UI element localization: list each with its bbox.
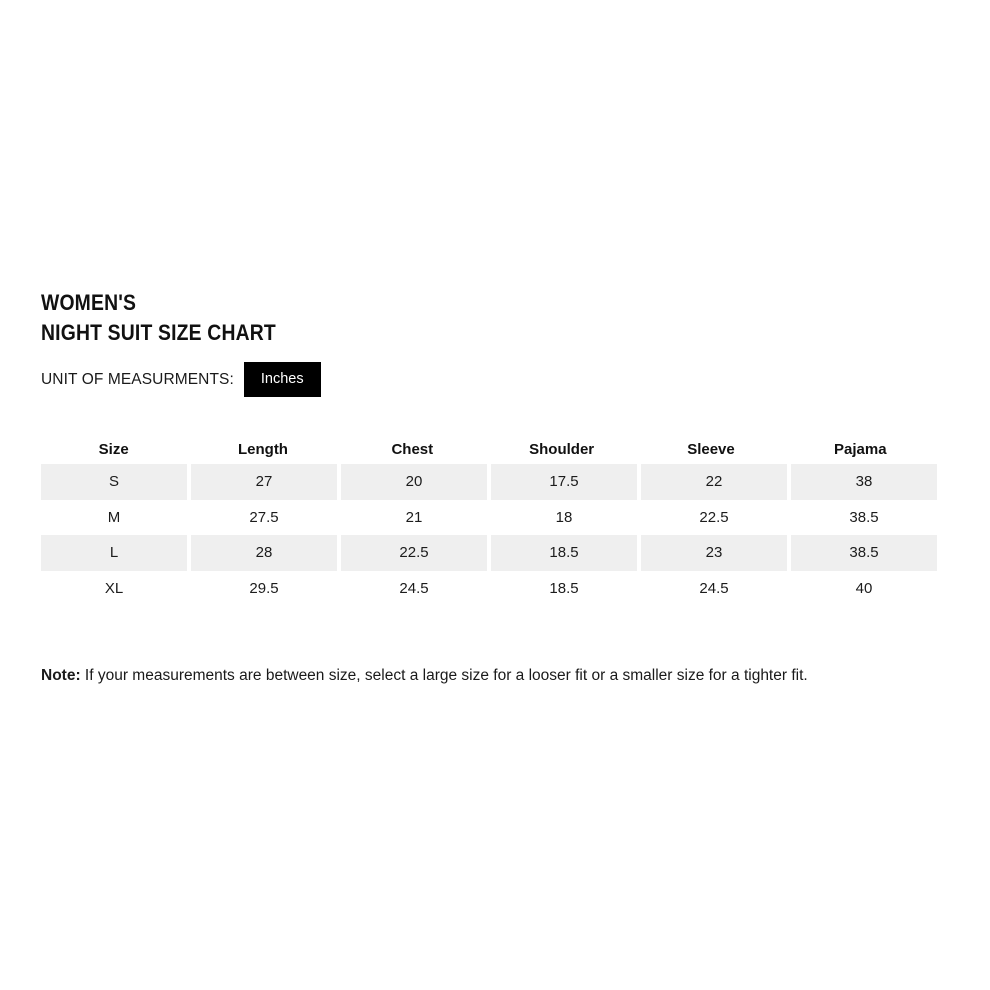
table-row: XL 29.5 24.5 18.5 24.5 40 [41,570,937,606]
column-header-sleeve: Sleeve [687,440,735,458]
cell-pajama: 40 [855,579,873,597]
cell-pajama: 38.5 [791,535,937,571]
table-header-row: Size Length Chest Shoulder Sleeve Pajama [41,434,937,464]
cell-size: M [41,499,191,535]
cell-shoulder: 18.5 [491,535,641,571]
cell-pajama: 38.5 [849,508,879,526]
cell-chest: 21 [341,499,491,535]
column-header-shoulder: Shoulder [529,440,595,458]
cell-length: 27.5 [191,499,341,535]
cell-shoulder: 18 [491,499,641,535]
cell-sleeve: 24.5 [641,570,791,606]
table-row: M 27.5 21 18 22.5 38.5 [41,499,937,535]
cell-sleeve: 22.5 [641,499,791,535]
column-header-pajama: Pajama [834,440,887,458]
cell-chest: 24.5 [341,570,491,606]
cell-chest: 22.5 [341,535,491,571]
note: Note: If your measurements are between s… [41,665,871,687]
cell-shoulder: 17.5 [491,464,641,500]
cell-length: 29.5 [191,570,341,606]
cell-sleeve: 23 [641,535,791,571]
column-header-chest: Chest [391,440,434,458]
table-row: S 27 20 17.5 22 38 [41,464,937,500]
cell-pajama: 38 [791,464,937,500]
table-row: L 28 22.5 18.5 23 38.5 [41,535,937,571]
title-line-1: WOMEN'S [41,290,137,315]
cell-sleeve: 22 [641,464,791,500]
page-title: WOMEN'S NIGHT SUIT SIZE CHART [41,288,308,348]
cell-size: XL [41,570,191,606]
cell-size: L [41,535,191,571]
title-line-2: NIGHT SUIT SIZE CHART [41,320,276,345]
unit-of-measurement-row: UNIT OF MEASURMENTS: Inches [41,362,321,397]
column-header-length: Length [237,440,288,458]
cell-length: 28 [191,535,341,571]
cell-length: 27 [191,464,341,500]
cell-chest: 20 [341,464,491,500]
cell-shoulder: 18.5 [491,570,641,606]
unit-of-measurement-label: UNIT OF MEASURMENTS: [41,371,234,388]
note-prefix: Note: [41,667,81,684]
size-chart-table: Size Length Chest Shoulder Sleeve Pajama S 27 20… [41,434,937,606]
cell-size: S [41,464,191,500]
unit-toggle-inches[interactable]: Inches [243,362,321,397]
column-header-size: Size [98,440,129,458]
note-text: If your measurements are between size, s… [80,667,808,684]
